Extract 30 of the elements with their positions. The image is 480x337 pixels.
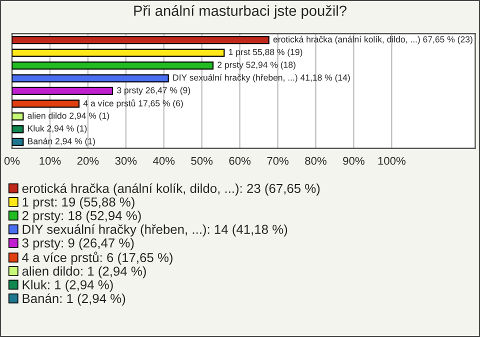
data-label: Kluk 2,94 % (1) [28,125,87,134]
x-tick-label: 80% [305,156,326,165]
legend-label: alien dildo: 1 (2,94 %) [22,266,146,278]
legend-label: Banán: 1 (2,94 %) [22,293,126,306]
x-tick-label: 50% [191,156,213,165]
x-tick-label: 60% [229,156,251,165]
x-tick-label: 20% [77,156,99,165]
x-tick-label: 10% [40,156,61,165]
x-tick-label: 100% [378,156,406,165]
data-label: DIY sexuální hračky (hřeben, ...) 41,18 % (14) [173,74,350,82]
x-tick-label: 0% [4,156,20,165]
legend-label: DIY sexuální hračky (hřeben, ...): 14 (41,18 %) [22,224,288,236]
data-label: 1 prst 55,88 % (19) [228,48,302,57]
legend-label: Kluk: 1 (2,94 %) [22,280,113,292]
data-label: Banán 2,94 % (1) [28,138,95,146]
legend-label: 4 a více prstů: 6 (17,65 %) [22,252,172,265]
legend-label: erotická hračka (anální kolík, dildo, ...): 23 (67,65 %) [22,183,320,196]
data-label: erotická hračka (anální kolík, dildo, ...) 67,65 % (23) [273,36,472,44]
data-label: 4 a více prstů 17,65 % (6) [83,99,183,108]
x-tick-label: 90% [343,156,364,165]
data-label: 3 prsty 26,47 % (9) [117,86,190,96]
data-label: 2 prsty 52,94 % (18) [218,61,296,70]
legend-label: 3 prsty: 9 (26,47 %) [22,238,134,250]
chart-title: Při anální masturbaci jste použil? [134,5,346,19]
x-tick-label: 40% [153,156,175,165]
x-tick-label: 30% [115,156,137,165]
data-label: alien dildo 2,94 % (1) [28,112,109,121]
legend-label: 1 prst: 19 (55,88 %) [22,197,134,210]
legend-label: 2 prsty: 18 (52,94 %) [22,210,141,223]
x-tick-label: 70% [267,156,288,165]
